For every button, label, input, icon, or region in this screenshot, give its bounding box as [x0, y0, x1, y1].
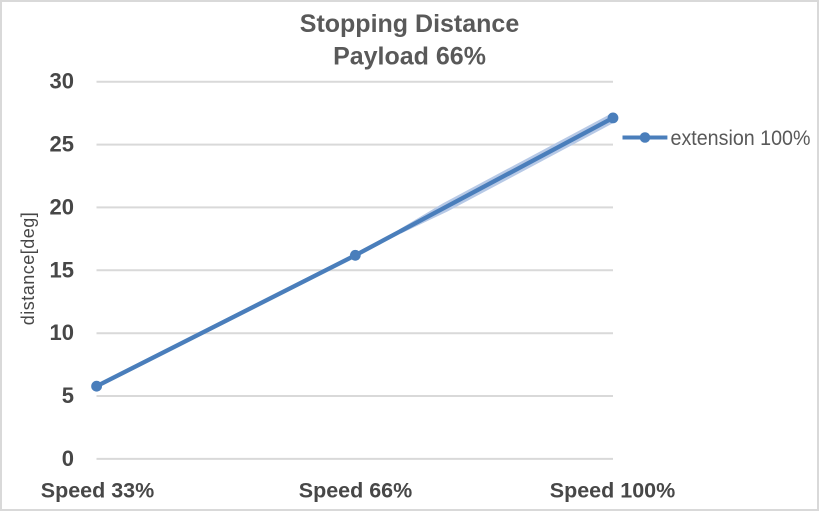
- svg-text:extension 100%: extension 100%: [671, 127, 811, 150]
- svg-text:Speed 66%: Speed 66%: [299, 478, 413, 502]
- svg-text:distance[deg]: distance[deg]: [18, 212, 38, 326]
- svg-text:15: 15: [50, 257, 74, 282]
- svg-text:Stopping Distance: Stopping Distance: [300, 10, 520, 38]
- svg-text:Payload 66%: Payload 66%: [333, 42, 486, 70]
- svg-text:5: 5: [62, 383, 74, 408]
- svg-text:0: 0: [62, 446, 74, 471]
- svg-text:Speed 33%: Speed 33%: [41, 478, 155, 502]
- svg-text:25: 25: [50, 132, 74, 157]
- svg-text:10: 10: [50, 320, 74, 345]
- svg-text:20: 20: [50, 194, 74, 219]
- svg-text:30: 30: [50, 69, 74, 94]
- svg-text:Speed 100%: Speed 100%: [550, 478, 675, 502]
